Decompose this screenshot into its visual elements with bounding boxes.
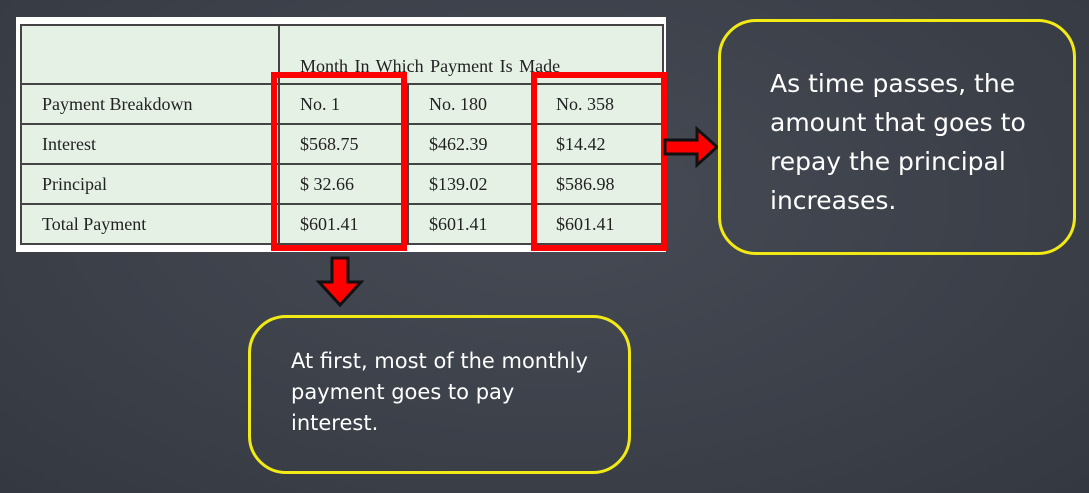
highlight-box-month-1 [271,72,407,251]
row-label: Principal [20,163,280,205]
cell: $586.98 [534,163,664,205]
cell: $462.39 [407,123,536,165]
table-row: Total Payment $601.41 $601.41 $601.41 [20,203,664,245]
table-row: Interest $568.75 $462.39 $14.42 [20,123,664,165]
callout-right-text: As time passes, the amount that goes to … [770,69,1026,215]
row-label: Interest [20,123,280,165]
callout-bottom: At first, most of the monthly payment go… [248,315,631,474]
arrow-right-icon [663,126,719,168]
header-corner-cell [20,24,280,85]
cell: $601.41 [534,203,664,245]
callout-right: As time passes, the amount that goes to … [718,19,1076,255]
cell: $568.75 [278,123,409,165]
row-label: Payment Breakdown [20,83,280,125]
cell: $139.02 [407,163,536,205]
cell: $601.41 [407,203,536,245]
row-label: Total Payment [20,203,280,245]
cell: $ 32.66 [278,163,409,205]
callout-bottom-text: At first, most of the monthly payment go… [291,349,588,435]
table-row: Payment Breakdown No. 1 No. 180 No. 358 [20,83,664,125]
cell: No. 180 [407,83,536,125]
cell: No. 1 [278,83,409,125]
table-row: Principal $ 32.66 $139.02 $586.98 [20,163,664,205]
arrow-down-icon [316,256,364,308]
cell: $601.41 [278,203,409,245]
highlight-box-month-358 [531,72,667,251]
cell: $14.42 [534,123,664,165]
